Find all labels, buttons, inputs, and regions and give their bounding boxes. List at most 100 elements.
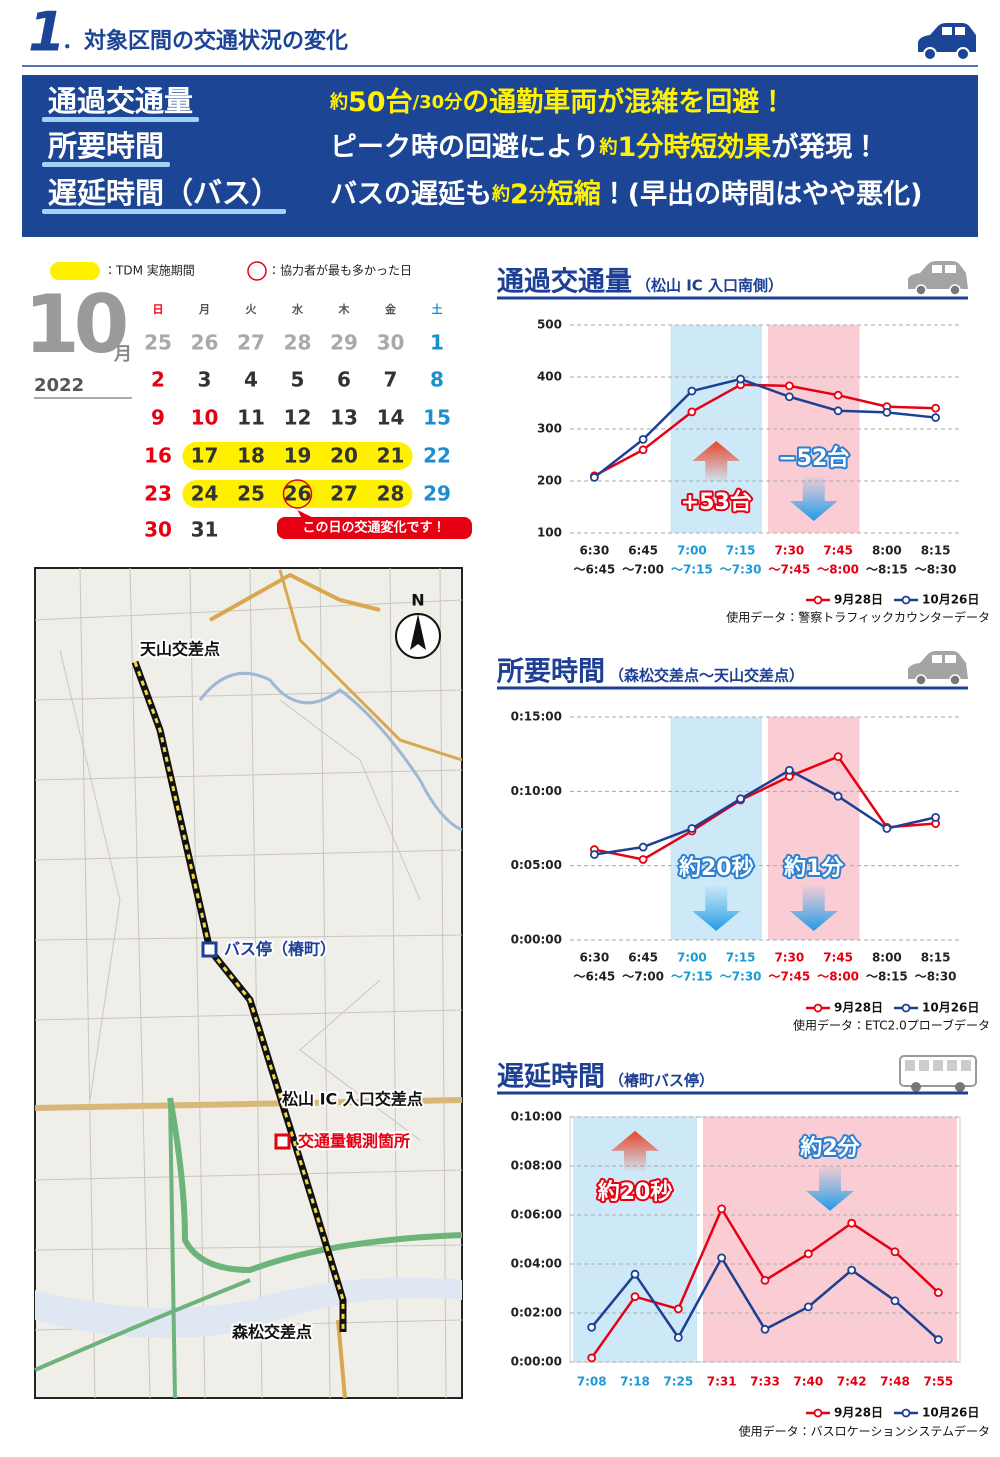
- summary-message: バスの遅延も約2分短縮！(早出の時間はやや悪化): [330, 178, 922, 210]
- y-tick-label: 0:00:00: [511, 1355, 562, 1369]
- message-part: ピーク時の回避により: [330, 132, 599, 163]
- chart-subtitle: （松山 IC 入口南側）: [636, 277, 783, 295]
- calendar-day: 4: [244, 368, 258, 392]
- calendar-day: 26: [284, 482, 312, 506]
- calendar-day: 29: [423, 482, 451, 506]
- map-road: [34, 1097, 463, 1111]
- y-tick-label: 0:02:00: [511, 1306, 562, 1320]
- calendar-day: 16: [144, 444, 172, 468]
- point: [687, 824, 697, 833]
- point: [803, 1302, 813, 1312]
- point: [638, 842, 648, 852]
- message-part: 約: [329, 91, 348, 113]
- calendar-day: 27: [330, 482, 358, 506]
- point: [784, 392, 794, 402]
- x-tick-label: 7:08: [577, 1375, 607, 1389]
- x-tick-label: ～7:30: [720, 563, 762, 577]
- chart-subtitle: （椿町バス停）: [609, 1072, 714, 1090]
- annotation: 約20秒: [678, 855, 754, 881]
- map: [34, 567, 463, 1399]
- calendar-day: 25: [237, 482, 265, 506]
- point: [687, 386, 697, 396]
- map-river: [198, 671, 463, 832]
- calendar-day: 31: [191, 518, 219, 542]
- bus-window: [947, 1060, 957, 1071]
- message-part: 分: [528, 184, 548, 205]
- x-tick-label: 7:45: [823, 544, 853, 558]
- data-source: 使用データ：ETC2.0プローブデータ: [793, 1018, 990, 1033]
- data-source: 使用データ：バスロケーションシステムデータ: [739, 1424, 990, 1439]
- route-dash: [133, 661, 345, 1332]
- label-underline: [42, 209, 287, 214]
- annotation-arrow: [806, 1165, 854, 1211]
- x-tick-label: 6:30: [579, 544, 609, 558]
- message-part: 50台: [348, 86, 413, 118]
- bus-window: [905, 1060, 915, 1071]
- legend-label: 9月28日: [834, 1001, 883, 1015]
- summary-label: 遅延時間（バス）: [48, 176, 280, 210]
- calendar-day: 7: [384, 368, 398, 392]
- summary-message: ピーク時の回避により約1分時短効果が発現！: [330, 131, 879, 163]
- callout-text: この日の交通変化です！: [302, 520, 445, 536]
- x-tick-label: ～6:45: [573, 970, 615, 984]
- tdm-highlight: [182, 480, 413, 508]
- series-line: [594, 755, 936, 861]
- x-tick-label: 7:00: [677, 544, 707, 558]
- point: [673, 1304, 683, 1314]
- map-main-road: [209, 572, 381, 622]
- point: [882, 824, 892, 833]
- point: [890, 1247, 900, 1257]
- calendar-day: 1: [430, 331, 444, 355]
- calendar-day: 30: [144, 518, 172, 542]
- x-tick-label: 7:31: [707, 1375, 737, 1389]
- point: [760, 1275, 770, 1285]
- month: 10: [24, 278, 126, 371]
- point: [638, 434, 648, 444]
- x-tick-label: ～6:45: [573, 563, 615, 577]
- x-tick-label: ～7:45: [768, 563, 810, 577]
- message-part: 2: [510, 179, 529, 210]
- annotation-arrow: [692, 441, 741, 481]
- weekday: 日: [153, 303, 164, 316]
- point: [717, 1204, 727, 1214]
- calendar-day: 20: [330, 444, 358, 468]
- legend-label: 9月28日: [834, 593, 883, 607]
- calendar-day: 15: [423, 406, 451, 430]
- calendar-day: 24: [191, 482, 219, 506]
- legend-marker: [813, 1408, 823, 1418]
- calendar-day: 12: [284, 406, 312, 430]
- calendar-day: 27: [237, 331, 265, 355]
- legend-label: 10月26日: [922, 1406, 979, 1420]
- x-tick-label: 8:00: [872, 544, 902, 558]
- header-car-icon: [918, 23, 976, 61]
- car-wheel: [949, 674, 961, 686]
- calendar-day: 2: [151, 368, 165, 392]
- bus-window: [919, 1060, 929, 1071]
- legend-marker: [901, 1408, 911, 1418]
- point: [933, 1288, 943, 1297]
- point: [833, 752, 843, 762]
- x-tick-label: 7:45: [823, 951, 853, 965]
- calendar-day: 29: [330, 331, 358, 355]
- x-tick-label: 7:55: [923, 1375, 953, 1389]
- x-tick-label: ～7:45: [768, 970, 810, 984]
- y-tick-label: 200: [537, 474, 562, 488]
- bus-wheel: [911, 1082, 921, 1092]
- x-tick-label: 7:18: [620, 1375, 650, 1389]
- map-main-road-2: [278, 569, 463, 762]
- annotation: −52台: [778, 445, 849, 471]
- section-number: 1: [28, 1, 66, 64]
- summary-label: 所要時間: [47, 129, 164, 163]
- y-tick-label: 0:08:00: [511, 1159, 562, 1173]
- year: 2022: [34, 375, 84, 396]
- point: [890, 1296, 900, 1306]
- map-label: 松山 IC 入口交差点: [282, 1090, 423, 1109]
- car-window: [932, 655, 942, 663]
- car-window: [945, 655, 956, 663]
- x-tick-label: ～8:30: [915, 970, 957, 984]
- point: [784, 765, 794, 775]
- north-label: N: [411, 591, 424, 610]
- annotation-arrow: [611, 1130, 659, 1171]
- message-part: 短縮: [547, 178, 601, 210]
